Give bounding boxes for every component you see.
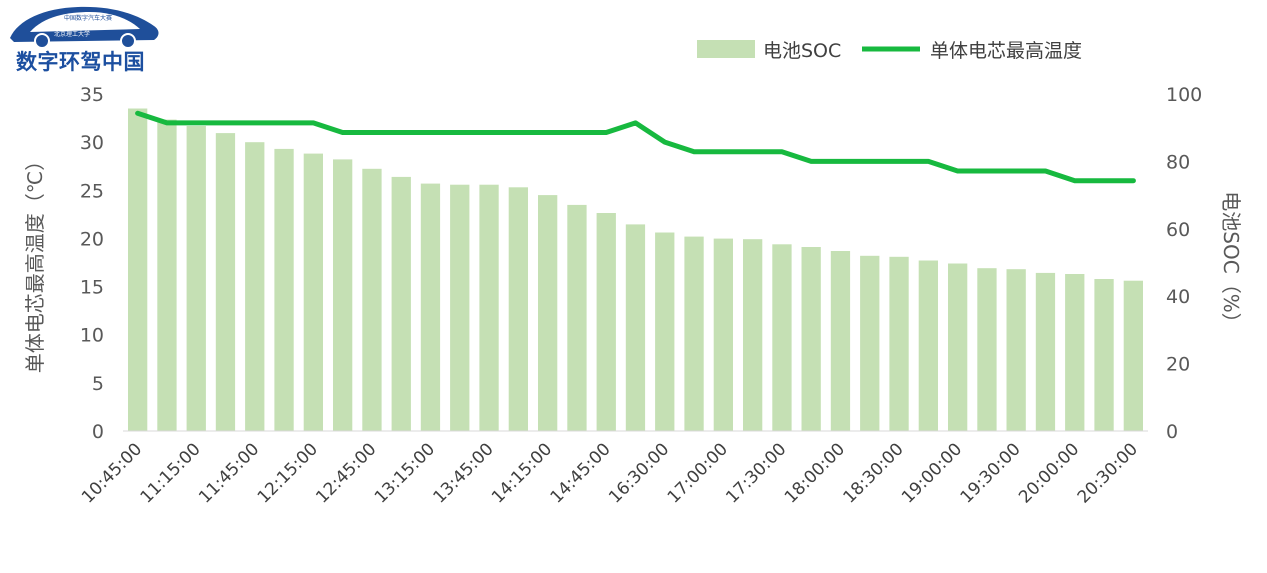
soc-bar (186, 126, 206, 431)
soc-bar (684, 236, 704, 431)
right-tick-label: 0 (1166, 421, 1178, 443)
soc-bar (1065, 274, 1085, 431)
legend-temperature-label: 单体电芯最高温度 (930, 40, 1082, 62)
right-tick-label: 20 (1166, 354, 1190, 376)
soc-bar (596, 213, 616, 431)
soc-bar (538, 195, 558, 431)
left-tick-label: 10 (80, 325, 104, 347)
soc-bar (450, 184, 470, 431)
x-tick-label: 20:00:00 (1015, 439, 1083, 507)
x-tick-label: 18:30:00 (839, 439, 907, 507)
x-tick-label: 12:45:00 (312, 439, 380, 507)
soc-bar (1006, 269, 1026, 431)
x-tick-label: 19:30:00 (957, 439, 1025, 507)
soc-bar (977, 268, 997, 431)
x-tick-label: 12:15:00 (254, 439, 322, 507)
x-tick-label: 18:00:00 (781, 439, 849, 507)
x-tick-label: 20:30:00 (1074, 439, 1142, 507)
x-tick-label: 13:45:00 (429, 439, 497, 507)
soc-bar (215, 133, 236, 431)
right-tick-label: 80 (1166, 151, 1190, 173)
left-tick-label: 25 (80, 180, 104, 202)
soc-bar (362, 168, 382, 432)
soc-bar (1123, 280, 1143, 431)
x-tick-label: 11:15:00 (137, 439, 205, 507)
soc-bar (918, 260, 938, 431)
soc-bar (303, 153, 323, 431)
brand-name: 数字环驾中国 (16, 50, 145, 74)
left-tick-label: 20 (80, 228, 104, 250)
brand-logo: 中国数字汽车大赛 北京理工大学 数字环驾中国 (4, 2, 164, 74)
right-tick-label: 100 (1166, 84, 1202, 106)
soc-bar (625, 224, 646, 431)
soc-bar (772, 244, 792, 431)
temperature-line (135, 110, 1136, 184)
right-y-axis: 0 20 40 60 80 100 (1166, 84, 1202, 443)
x-tick-label: 13:15:00 (371, 439, 439, 507)
x-tick-label: 19:00:00 (898, 439, 966, 507)
soc-bar (1094, 279, 1114, 431)
legend-soc-label: 电池SOC (763, 40, 841, 62)
x-tick-label: 16:30:00 (605, 439, 673, 507)
left-tick-label: 5 (92, 373, 104, 395)
left-y-axis: 0 5 10 15 20 25 30 35 (80, 84, 104, 443)
x-tick-label: 14:45:00 (547, 439, 615, 507)
soc-bar (420, 183, 441, 431)
soc-bar (274, 148, 294, 431)
car-emblem-icon: 中国数字汽车大赛 北京理工大学 (10, 6, 159, 49)
x-tick-label: 11:45:00 (195, 439, 263, 507)
soc-bar (567, 204, 587, 431)
left-axis-label: 单体电芯最高温度（℃） (23, 151, 47, 373)
x-tick-label: 14:15:00 (488, 439, 556, 507)
x-tick-label: 17:00:00 (664, 439, 732, 507)
soc-bar (801, 247, 821, 431)
left-tick-label: 15 (80, 277, 104, 299)
soc-bar (889, 256, 909, 431)
soc-bar (830, 251, 851, 431)
soc-bar (1035, 272, 1056, 431)
left-tick-label: 35 (80, 84, 104, 106)
svg-text:中国数字汽车大赛: 中国数字汽车大赛 (64, 14, 112, 22)
soc-bar (713, 238, 733, 431)
soc-bar (128, 108, 148, 431)
left-tick-label: 30 (80, 132, 104, 154)
right-tick-label: 40 (1166, 286, 1190, 308)
soc-bars (128, 108, 1143, 432)
left-tick-label: 0 (92, 421, 104, 443)
x-axis: 10:45:0011:15:0011:45:0012:15:0012:45:00… (78, 439, 1142, 507)
soc-bar (479, 184, 499, 431)
soc-bar (245, 142, 265, 431)
right-tick-label: 60 (1166, 219, 1190, 241)
legend-soc-swatch (697, 40, 755, 58)
x-tick-label: 10:45:00 (78, 439, 146, 507)
soc-bar (860, 255, 880, 431)
soc-bar (391, 176, 411, 431)
soc-bar (948, 263, 968, 431)
soc-bar (333, 159, 353, 431)
svg-text:北京理工大学: 北京理工大学 (54, 30, 90, 38)
soc-bar (157, 119, 177, 431)
x-tick-label: 17:30:00 (722, 439, 790, 507)
right-axis-label: 电池SOC（%） (1219, 191, 1243, 332)
soc-bar (508, 187, 528, 431)
soc-bar (655, 232, 675, 431)
legend: 电池SOC 单体电芯最高温度 (697, 40, 1082, 62)
soc-bar (743, 239, 763, 431)
